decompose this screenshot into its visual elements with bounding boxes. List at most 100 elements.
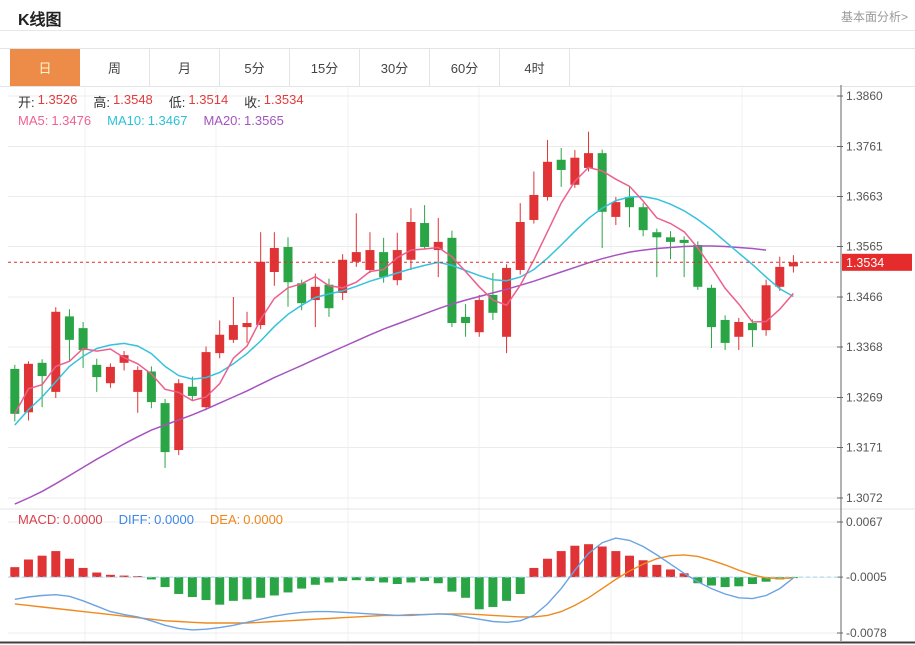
candle <box>461 304 471 337</box>
page-title: K线图 <box>18 12 62 29</box>
candle-body <box>638 207 648 231</box>
candle-body <box>597 153 607 212</box>
tab-day-label: 日 <box>38 61 52 76</box>
candle-body <box>338 259 348 293</box>
candle <box>119 351 129 371</box>
dea-label: DEA: <box>209 512 241 527</box>
candle-body <box>515 222 525 270</box>
candle <box>78 321 88 368</box>
macd-bar <box>146 577 156 580</box>
candle <box>283 237 293 307</box>
widget-header: K线图 基本面分析> <box>0 0 915 31</box>
macd-bar <box>502 577 512 601</box>
open-value: 1.3526 <box>37 92 78 107</box>
tab-month[interactable]: 月 <box>150 49 220 86</box>
candle <box>37 359 47 408</box>
candle-body <box>269 248 279 273</box>
candle-body <box>788 262 798 267</box>
macd-bar <box>406 577 416 583</box>
candle-body <box>324 284 334 309</box>
dea-line <box>14 554 794 624</box>
high-value: 1.3548 <box>113 92 153 107</box>
candle <box>488 273 498 320</box>
macd-bar <box>297 577 307 589</box>
macd-bar <box>392 577 402 585</box>
candle <box>747 319 757 347</box>
macd-axis-label: -0.0005 <box>846 570 887 584</box>
tab-60min[interactable]: 60分 <box>430 49 500 86</box>
candle <box>160 399 170 468</box>
close-value: 1.3534 <box>263 92 304 107</box>
current-price-tag <box>842 253 912 271</box>
tab-15min[interactable]: 15分 <box>290 49 360 86</box>
fundamental-analysis-link[interactable]: 基本面分析> <box>840 10 908 24</box>
macd-bar <box>665 569 675 578</box>
candle-body <box>433 241 443 251</box>
tab-week[interactable]: 周 <box>80 49 150 86</box>
diff-line <box>14 537 794 631</box>
candle <box>64 309 74 362</box>
macd-bar <box>78 567 88 578</box>
candle <box>92 358 102 392</box>
candle-body <box>256 261 266 326</box>
macd-bar <box>679 573 689 578</box>
candle <box>706 284 716 349</box>
tab-day[interactable]: 日 <box>10 49 80 86</box>
ma5-label: MA5: <box>18 113 49 128</box>
price-axis-label: 1.3269 <box>846 391 883 405</box>
candle-body <box>474 300 484 333</box>
macd-bar <box>160 577 170 588</box>
ma20-label: MA20: <box>203 113 242 128</box>
candle-body <box>174 383 184 451</box>
candle-body <box>187 386 197 396</box>
candle <box>365 232 375 274</box>
macd-bar <box>611 551 621 578</box>
tab-4hour[interactable]: 4时 <box>500 49 570 86</box>
diff-label: DIFF: <box>118 512 152 527</box>
candle <box>420 205 430 250</box>
candle-body <box>365 250 375 270</box>
macd-value: 0.0000 <box>62 512 103 527</box>
candle <box>51 307 61 399</box>
diff-value: 0.0000 <box>154 512 194 527</box>
macd-bar <box>543 558 553 578</box>
price-axis-label: 1.3171 <box>846 440 883 454</box>
candle <box>23 361 33 421</box>
candle-body <box>119 355 129 363</box>
macd-bar <box>215 577 225 605</box>
macd-bar <box>597 546 607 578</box>
candle <box>215 320 225 359</box>
candle <box>10 364 20 422</box>
candle-body <box>310 286 320 301</box>
macd-bar <box>51 551 61 578</box>
tab-30min[interactable]: 30分 <box>360 49 430 86</box>
candle <box>447 230 457 328</box>
candle <box>474 294 484 337</box>
candle-body <box>406 222 416 260</box>
candle <box>242 311 252 343</box>
candle <box>133 366 143 413</box>
macd-bar <box>105 574 115 578</box>
macd-bar <box>283 577 293 593</box>
macd-bar <box>420 577 430 581</box>
current-price-tag-text: 1.3534 <box>846 256 884 270</box>
tab-5min[interactable]: 5分 <box>220 49 290 86</box>
candle-body <box>78 328 88 351</box>
candle-body <box>201 352 211 408</box>
macd-bar <box>92 572 102 578</box>
candle-body <box>146 371 156 403</box>
candle <box>529 171 539 224</box>
macd-axis-label: 0.0067 <box>846 515 883 529</box>
interval-tabs-inner: 日 周 月 5分 15分 30分 60分 4时 <box>10 49 915 86</box>
candle-body <box>584 153 594 168</box>
candle-body <box>420 223 430 248</box>
candle-body <box>734 321 744 337</box>
macd-bar <box>256 577 266 598</box>
macd-bar <box>187 577 197 598</box>
macd-bar <box>584 544 594 578</box>
ma-legend: MA5: 1.3476 MA10: 1.3467 MA20: 1.3565 <box>18 113 284 128</box>
candle <box>338 254 348 301</box>
tab-month-label: 月 <box>177 61 191 76</box>
macd-bar <box>570 545 580 578</box>
